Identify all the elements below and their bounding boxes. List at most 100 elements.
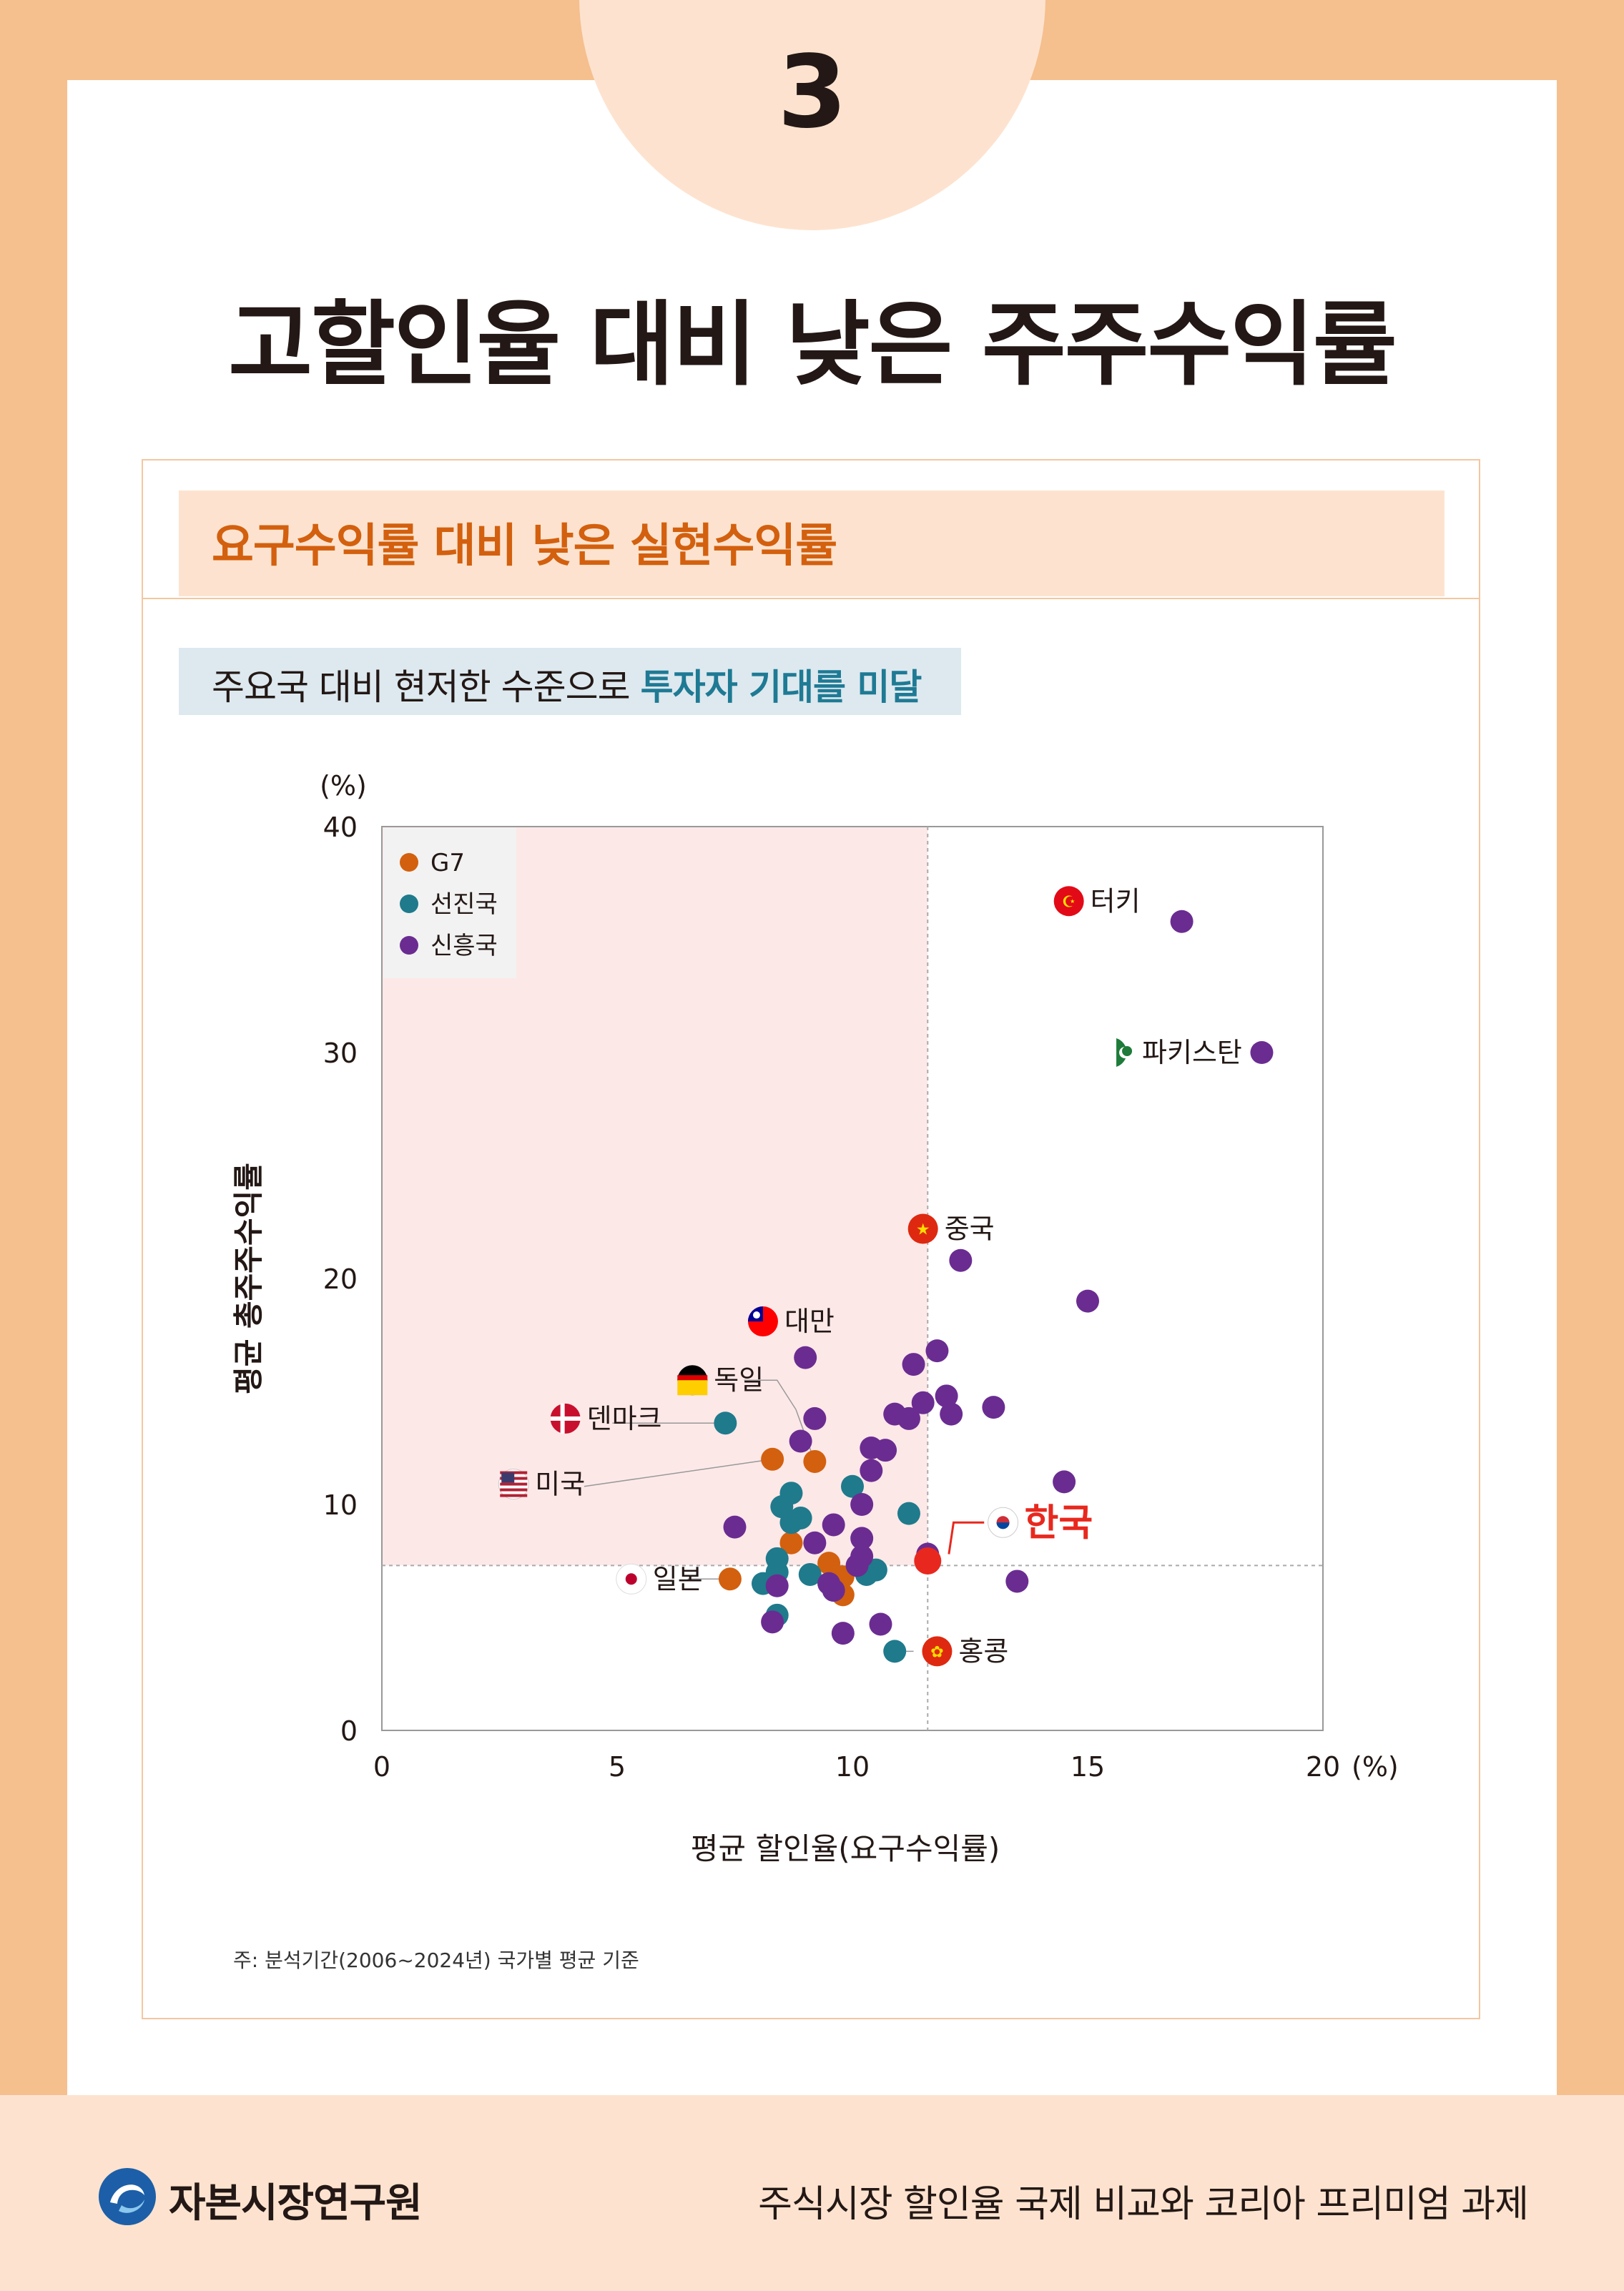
flag-sun xyxy=(625,1573,637,1585)
legend-label: 신흥국 xyxy=(430,932,498,960)
x-tick-label: 5 xyxy=(609,1751,626,1783)
legend-marker xyxy=(400,895,418,913)
g7-point xyxy=(718,1567,742,1591)
emerging-point xyxy=(874,1439,897,1462)
g7-point xyxy=(779,1531,803,1555)
flag-canton xyxy=(501,1472,515,1483)
emerging-point xyxy=(1053,1470,1076,1494)
subtitle-highlight: 투자자 기대를 미달 xyxy=(640,666,922,708)
box-header xyxy=(179,491,1445,596)
emerging-point xyxy=(761,1610,784,1634)
emerging-point xyxy=(935,1384,958,1408)
legend-marker xyxy=(400,936,418,955)
emerging-point xyxy=(723,1515,747,1539)
subtitle-prefix: 주요국 대비 현저한 수준으로 xyxy=(212,666,641,708)
emerging-point xyxy=(794,1346,817,1369)
y-tick-label: 40 xyxy=(323,812,358,843)
country-label: 일본 xyxy=(653,1563,703,1595)
legend-label: G7 xyxy=(430,849,465,877)
advanced-point xyxy=(779,1511,803,1534)
flag-taegeuk xyxy=(996,1522,1010,1529)
y-unit-label: (%) xyxy=(320,770,367,802)
flag-stripe xyxy=(500,1494,528,1497)
emerging-point xyxy=(940,1402,963,1426)
flag-crescent xyxy=(1122,1046,1133,1056)
emerging-point xyxy=(869,1612,892,1636)
flag-stripe xyxy=(677,1380,708,1396)
emerging-point xyxy=(789,1429,812,1453)
emerging-point xyxy=(822,1513,845,1537)
flag-cross xyxy=(550,1416,581,1421)
flag-symbol: ☪ xyxy=(1062,893,1076,911)
footer xyxy=(0,2095,1624,2291)
korea-point xyxy=(914,1547,942,1575)
country-label: 대만 xyxy=(784,1306,835,1337)
institute-name: 자본시장연구원 xyxy=(169,2180,423,2227)
chart-frame xyxy=(142,459,1480,2019)
emerging-point xyxy=(1170,910,1194,933)
legend-marker xyxy=(400,853,418,872)
flag-turkey-icon xyxy=(1053,886,1084,917)
x-axis-title: 평균 할인율(요구수익률) xyxy=(691,1831,1000,1866)
institute-logo-icon xyxy=(99,2168,156,2225)
advanced-point xyxy=(714,1411,737,1435)
korea-leader-line xyxy=(948,1521,985,1555)
leader-line xyxy=(584,1459,773,1487)
country-label: 홍콩 xyxy=(958,1635,1008,1667)
country-label: 독일 xyxy=(714,1364,764,1396)
advanced-point xyxy=(883,1640,907,1663)
emerging-point xyxy=(822,1579,845,1602)
emerging-point xyxy=(860,1459,883,1482)
country-label: 터키 xyxy=(1091,885,1141,917)
g7-point xyxy=(817,1552,841,1575)
advanced-point xyxy=(841,1474,864,1498)
g7-point xyxy=(761,1447,784,1471)
emerging-point xyxy=(803,1406,827,1430)
emerging-point xyxy=(845,1554,869,1577)
country-label: 파키스탄 xyxy=(1142,1037,1242,1068)
box-header-divider xyxy=(142,598,1480,599)
emerging-point xyxy=(1005,1570,1029,1593)
emerging-point xyxy=(850,1493,874,1516)
chart-note: 주: 분석기간(2006~2024년) 국가별 평균 기준 xyxy=(233,1948,639,1972)
section-number: 3 xyxy=(777,34,847,151)
emerging-point xyxy=(982,1396,1005,1419)
flag-symbol: ★ xyxy=(916,1221,930,1238)
country-label: 한국 xyxy=(1025,1502,1093,1544)
country-label: 중국 xyxy=(945,1213,995,1244)
flag-sun xyxy=(752,1311,760,1319)
flag-hongkong-icon xyxy=(922,1636,953,1667)
x-tick-label: 10 xyxy=(835,1751,870,1783)
emerging-point xyxy=(911,1391,935,1414)
emerging-point xyxy=(1076,1289,1099,1313)
emerging-point xyxy=(897,1406,920,1430)
emerging-point xyxy=(765,1574,789,1597)
y-axis-title: 평균 총주주수익률 xyxy=(231,1163,266,1394)
publication-title: 주식시장 할인율 국제 비교와 코리아 프리미엄 과제 xyxy=(758,2183,1529,2226)
flag-china-icon xyxy=(907,1213,938,1244)
subtitle: 주요국 대비 현저한 수준으로 투자자 기대를 미달 xyxy=(212,659,922,710)
emerging-point xyxy=(1250,1041,1274,1064)
flag-symbol: ✿ xyxy=(930,1643,943,1661)
flag-cross xyxy=(560,1403,565,1434)
emerging-point xyxy=(850,1527,874,1550)
emerging-point xyxy=(902,1353,925,1376)
flag-stripe xyxy=(677,1375,708,1381)
scatter-chart: 0 5 10 15 20 (%) 0 10 20 30 40 (%) 평균 할인율(요구수익률) 평균 총… xyxy=(231,770,1399,1866)
x-tick-label: 15 xyxy=(1071,1751,1105,1783)
g7-point xyxy=(803,1449,827,1473)
x-tick-label: 20 xyxy=(1306,1751,1340,1783)
x-unit-label: (%) xyxy=(1352,1751,1399,1783)
y-tick-label: 10 xyxy=(323,1489,358,1521)
advanced-point xyxy=(897,1502,920,1525)
emerging-point xyxy=(925,1339,949,1363)
x-tick-label: 0 xyxy=(373,1751,390,1783)
country-label: 덴마크 xyxy=(587,1403,662,1434)
page-title: 고할인율 대비 낮은 주주수익률 xyxy=(228,292,1397,398)
y-tick-label: 30 xyxy=(323,1038,358,1069)
y-tick-label: 20 xyxy=(323,1263,358,1295)
emerging-point xyxy=(949,1248,973,1272)
box-title: 요구수익률 대비 낮은 실현수익률 xyxy=(212,520,837,573)
legend-label: 선진국 xyxy=(430,890,498,919)
flag-stripe xyxy=(500,1488,528,1492)
